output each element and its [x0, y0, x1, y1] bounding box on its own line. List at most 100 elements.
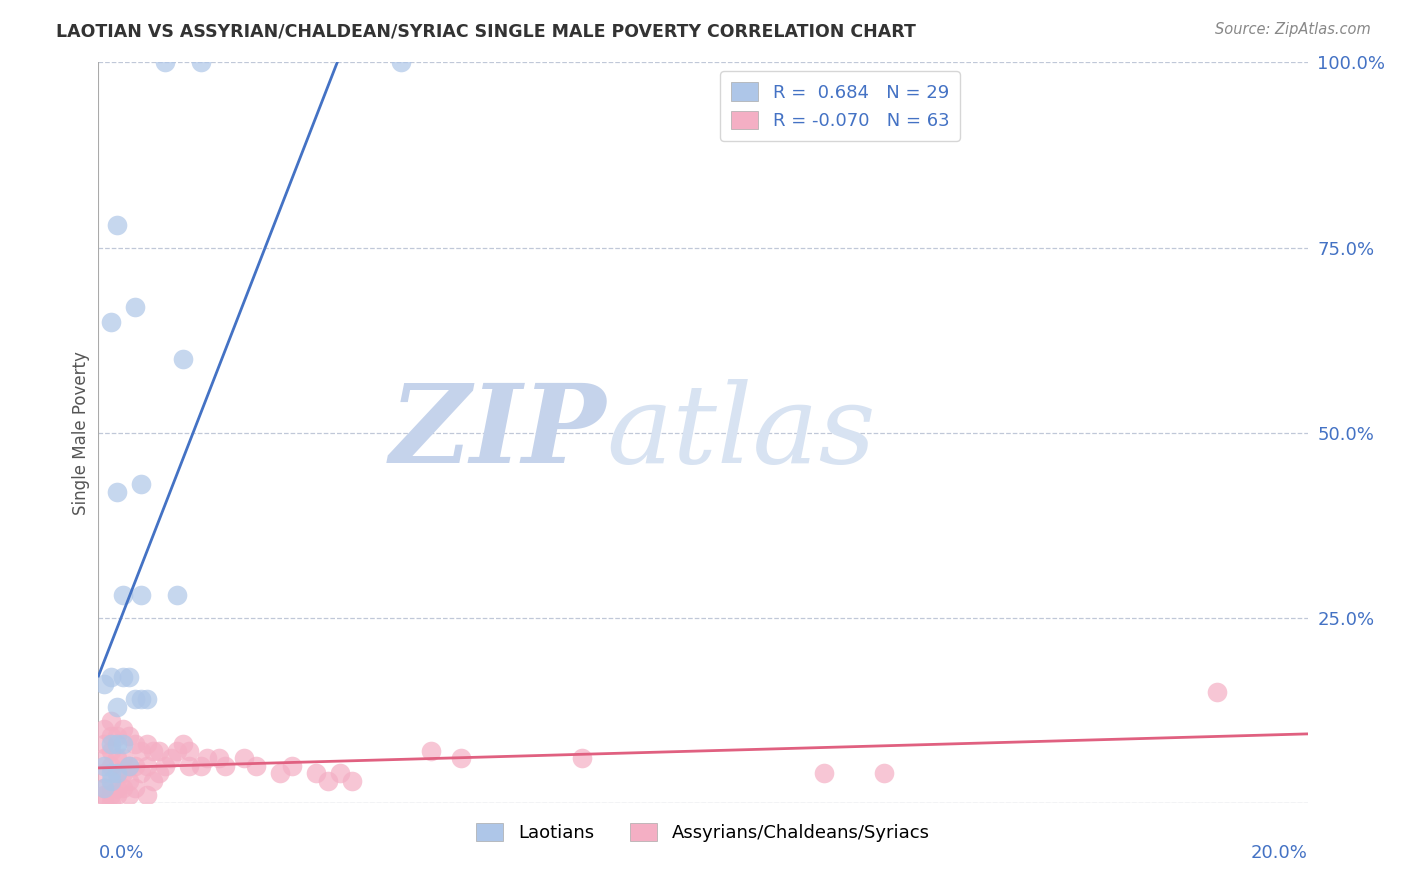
Point: [232, 751, 254, 765]
Point: [111, 766, 134, 780]
Point: [100, 766, 122, 780]
Point: [153, 55, 176, 70]
Point: [118, 670, 141, 684]
Point: [100, 714, 122, 729]
Point: [100, 780, 122, 795]
Point: [105, 219, 128, 233]
Point: [93, 789, 115, 803]
Point: [100, 773, 122, 788]
Point: [129, 744, 152, 758]
Point: [100, 670, 122, 684]
Point: [305, 766, 328, 780]
Point: [342, 773, 364, 788]
Point: [93, 758, 115, 772]
Point: [93, 780, 115, 795]
Y-axis label: Single Male Poverty: Single Male Poverty: [72, 351, 90, 515]
Point: [124, 780, 146, 795]
Point: [118, 729, 141, 743]
Point: [129, 766, 152, 780]
Point: [93, 780, 115, 795]
Text: LAOTIAN VS ASSYRIAN/CHALDEAN/SYRIAC SINGLE MALE POVERTY CORRELATION CHART: LAOTIAN VS ASSYRIAN/CHALDEAN/SYRIAC SING…: [56, 22, 917, 40]
Point: [190, 758, 212, 772]
Point: [100, 737, 122, 751]
Point: [105, 699, 128, 714]
Point: [111, 589, 134, 603]
Text: Source: ZipAtlas.com: Source: ZipAtlas.com: [1215, 22, 1371, 37]
Point: [172, 351, 194, 366]
Point: [100, 758, 122, 772]
Text: 20.0%: 20.0%: [1251, 844, 1308, 862]
Point: [153, 758, 176, 772]
Point: [873, 766, 896, 780]
Point: [135, 789, 157, 803]
Point: [129, 477, 152, 491]
Point: [105, 737, 128, 751]
Point: [148, 766, 170, 780]
Point: [166, 744, 188, 758]
Point: [111, 670, 134, 684]
Point: [269, 766, 291, 780]
Point: [190, 55, 212, 70]
Point: [93, 677, 115, 691]
Point: [105, 780, 128, 795]
Point: [129, 589, 152, 603]
Point: [571, 751, 593, 765]
Point: [166, 589, 188, 603]
Point: [124, 737, 146, 751]
Point: [93, 737, 115, 751]
Point: [179, 758, 201, 772]
Point: [100, 744, 122, 758]
Legend: Laotians, Assyrians/Chaldeans/Syriacs: Laotians, Assyrians/Chaldeans/Syriacs: [470, 815, 936, 849]
Point: [118, 758, 141, 772]
Point: [111, 722, 134, 736]
Point: [420, 744, 443, 758]
Point: [105, 729, 128, 743]
Point: [316, 773, 339, 788]
Text: 0.0%: 0.0%: [98, 844, 143, 862]
Point: [172, 737, 194, 751]
Point: [195, 751, 218, 765]
Point: [450, 751, 472, 765]
Point: [105, 751, 128, 765]
Text: ZIP: ZIP: [389, 379, 606, 486]
Point: [93, 722, 115, 736]
Point: [148, 744, 170, 758]
Point: [118, 789, 141, 803]
Point: [142, 773, 165, 788]
Point: [389, 55, 412, 70]
Point: [100, 314, 122, 328]
Point: [124, 300, 146, 314]
Point: [111, 780, 134, 795]
Point: [245, 758, 267, 772]
Point: [281, 758, 304, 772]
Point: [105, 789, 128, 803]
Point: [124, 758, 146, 772]
Point: [105, 484, 128, 499]
Point: [135, 737, 157, 751]
Point: [179, 744, 201, 758]
Point: [100, 789, 122, 803]
Point: [135, 758, 157, 772]
Point: [208, 751, 231, 765]
Text: atlas: atlas: [606, 379, 876, 486]
Point: [214, 758, 236, 772]
Point: [100, 796, 122, 810]
Point: [93, 751, 115, 765]
Point: [105, 766, 128, 780]
Point: [105, 766, 128, 780]
Point: [93, 796, 115, 810]
Point: [93, 766, 115, 780]
Point: [160, 751, 183, 765]
Point: [135, 692, 157, 706]
Point: [111, 737, 134, 751]
Point: [118, 773, 141, 788]
Point: [1206, 685, 1229, 699]
Point: [813, 766, 835, 780]
Point: [142, 744, 165, 758]
Point: [329, 766, 352, 780]
Point: [129, 692, 152, 706]
Point: [124, 692, 146, 706]
Point: [118, 758, 141, 772]
Point: [111, 751, 134, 765]
Point: [100, 729, 122, 743]
